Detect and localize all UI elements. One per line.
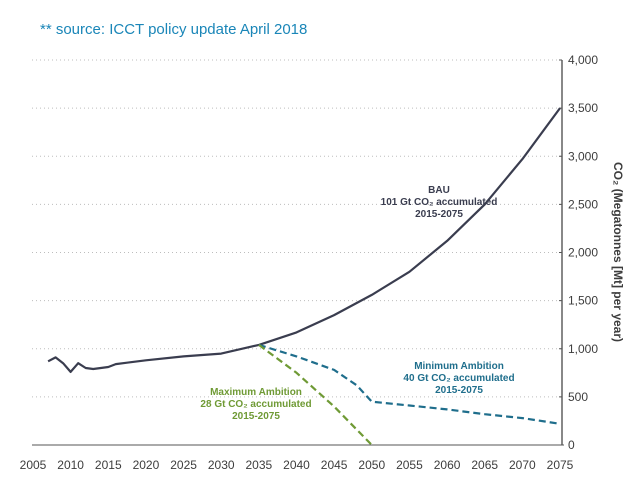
annotation-line: 101 Gt CO₂ accumulated (381, 197, 498, 208)
y-tick-label: 1,000 (568, 342, 598, 356)
source-note: ** source: ICCT policy update April 2018 (40, 21, 308, 38)
x-tick-label: 2045 (321, 458, 348, 472)
y-tick-label: 2,500 (568, 197, 598, 211)
annotation-line: BAU (428, 185, 450, 196)
annotation-line: Minimum Ambition (414, 361, 504, 372)
y-tick-label: 0 (568, 438, 575, 452)
annotation-line: 2015-2075 (435, 385, 483, 396)
y-tick-labels: 0 500 1,000 1,500 2,000 2,500 3,000 3,500 4,000 (559, 53, 598, 452)
grid-lines (32, 59, 562, 398)
x-tick-label: 2065 (471, 458, 498, 472)
x-tick-label: 2070 (509, 458, 536, 472)
annotation-line: 28 Gt CO₂ accumulated (200, 399, 311, 410)
y-axis-label: CO₂ (Megatonnes [Mt] per year) (611, 162, 625, 342)
y-tick-label: 3,000 (568, 149, 598, 163)
y-tick-label: 2,000 (568, 246, 598, 260)
y-tick-label: 1,500 (568, 294, 598, 308)
x-tick-label: 2010 (57, 458, 84, 472)
x-tick-label: 2020 (133, 458, 160, 472)
y-tick-label: 4,000 (568, 53, 598, 67)
x-tick-label: 2055 (396, 458, 423, 472)
bau-line (47, 107, 561, 373)
y-tick-label: 500 (568, 390, 588, 404)
series-lines (47, 107, 561, 446)
x-tick-label: 2025 (170, 458, 197, 472)
minimum-ambition-line (258, 343, 561, 425)
maximum-ambition-line (258, 344, 373, 446)
x-tick-label: 2015 (95, 458, 122, 472)
x-tick-label: 2035 (246, 458, 273, 472)
x-tick-label: 2040 (283, 458, 310, 472)
annotation-line: 40 Gt CO₂ accumulated (403, 373, 514, 384)
x-tick-label: 2075 (547, 458, 574, 472)
annotation-line: 2015-2075 (415, 209, 463, 220)
y-tick-label: 3,500 (568, 101, 598, 115)
x-tick-label: 2030 (208, 458, 235, 472)
x-tick-label: 2005 (20, 458, 47, 472)
x-tick-labels: 2005 2010 2015 2020 2025 2030 2035 2040 2045 2050… (20, 458, 574, 472)
annotation-line: 2015-2075 (232, 411, 280, 422)
annotation-line: Maximum Ambition (210, 387, 302, 398)
x-tick-label: 2050 (358, 458, 385, 472)
x-tick-label: 2060 (434, 458, 461, 472)
